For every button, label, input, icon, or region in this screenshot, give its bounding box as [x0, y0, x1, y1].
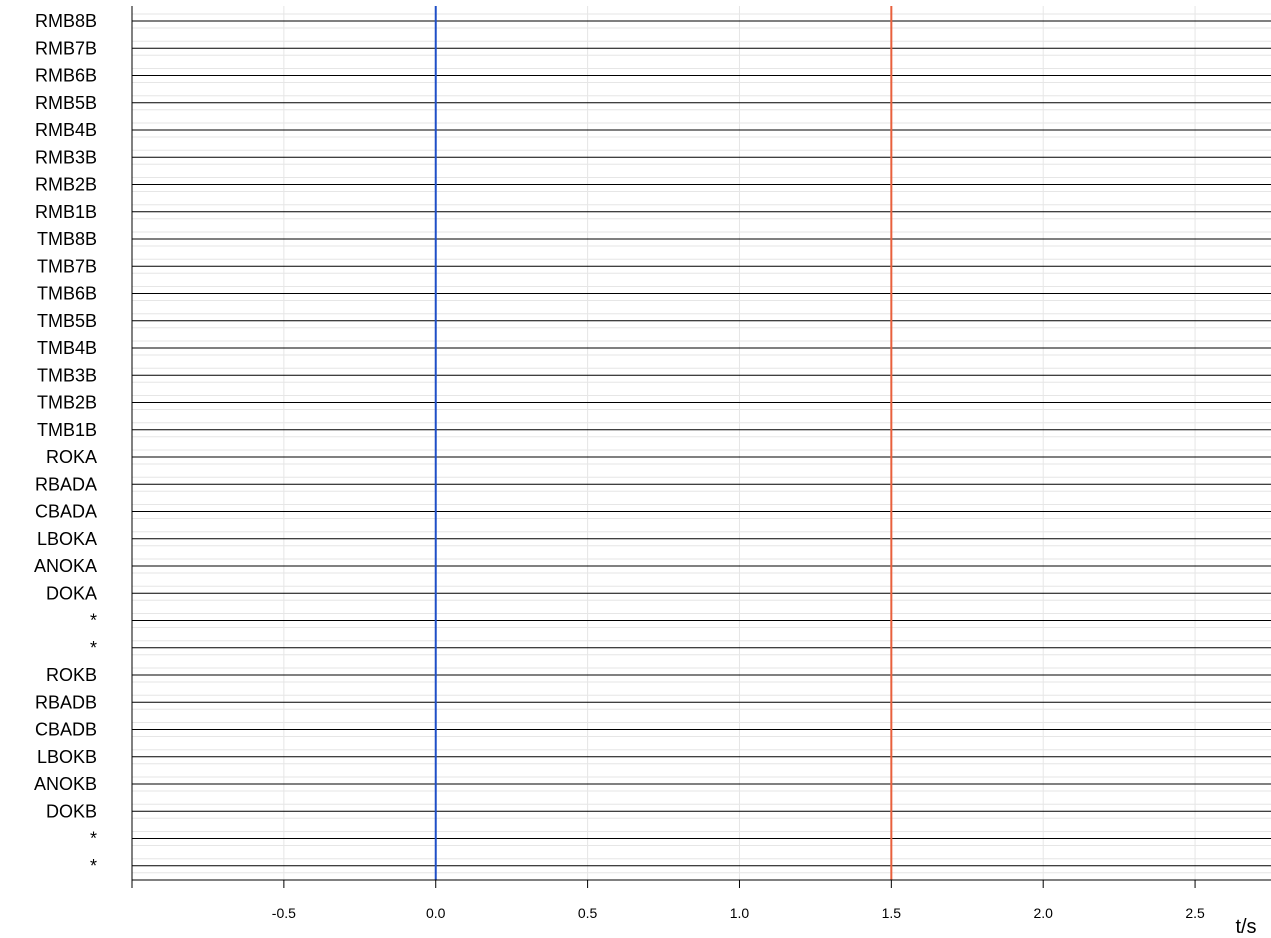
channel-label: *	[90, 829, 97, 849]
channel-label: ROKB	[46, 665, 97, 685]
channel-label: TMB5B	[37, 311, 97, 331]
channel-label: RMB4B	[35, 120, 97, 140]
channel-label: *	[90, 856, 97, 876]
channel-label: RMB7B	[35, 38, 97, 58]
channel-label: TMB6B	[37, 284, 97, 304]
grid	[132, 6, 1271, 880]
channel-traces	[132, 20, 1271, 867]
channel-label: CBADA	[35, 502, 97, 522]
channel-label: CBADB	[35, 720, 97, 740]
channel-label: ROKA	[46, 447, 97, 467]
channel-label: TMB7B	[37, 256, 97, 276]
x-tick-label: 2.0	[1033, 905, 1053, 921]
x-tick-label: 0.0	[426, 905, 446, 921]
channel-label: RBADA	[35, 474, 97, 494]
channel-label: ANOKA	[34, 556, 97, 576]
x-tick-label: 1.0	[730, 905, 750, 921]
channel-label: *	[90, 611, 97, 631]
x-tick-label: -0.5	[272, 905, 296, 921]
x-tick-label: 2.5	[1185, 905, 1205, 921]
channel-label: TMB3B	[37, 365, 97, 385]
channel-label: RMB6B	[35, 66, 97, 86]
channel-label: TMB2B	[37, 393, 97, 413]
channel-label: RMB2B	[35, 175, 97, 195]
channel-label: DOKB	[46, 801, 97, 821]
channel-label: RMB5B	[35, 93, 97, 113]
channel-label: *	[90, 638, 97, 658]
x-axis: -0.5 0.0 0.5 1.0 1.5 2.0 2.5	[131, 6, 1271, 921]
x-tick-label: 0.5	[578, 905, 598, 921]
channel-label: RMB3B	[35, 147, 97, 167]
channel-label: LBOKA	[37, 529, 97, 549]
x-axis-label: t/s	[1235, 916, 1256, 938]
channel-label: TMB1B	[37, 420, 97, 440]
channel-label: TMB8B	[37, 229, 97, 249]
channel-labels: RMB8B RMB7B RMB6B RMB5B RMB4B RMB3B RMB2B RMB1B…	[34, 11, 97, 876]
channel-label: DOKA	[46, 583, 97, 603]
channel-label: RMB8B	[35, 11, 97, 31]
x-tick-label: 1.5	[882, 905, 902, 921]
channel-label: RBADB	[35, 692, 97, 712]
time-markers	[434, 6, 893, 880]
channel-label: TMB4B	[37, 338, 97, 358]
channel-label: RMB1B	[35, 202, 97, 222]
channel-label: ANOKB	[34, 774, 97, 794]
channel-label: LBOKB	[37, 747, 97, 767]
